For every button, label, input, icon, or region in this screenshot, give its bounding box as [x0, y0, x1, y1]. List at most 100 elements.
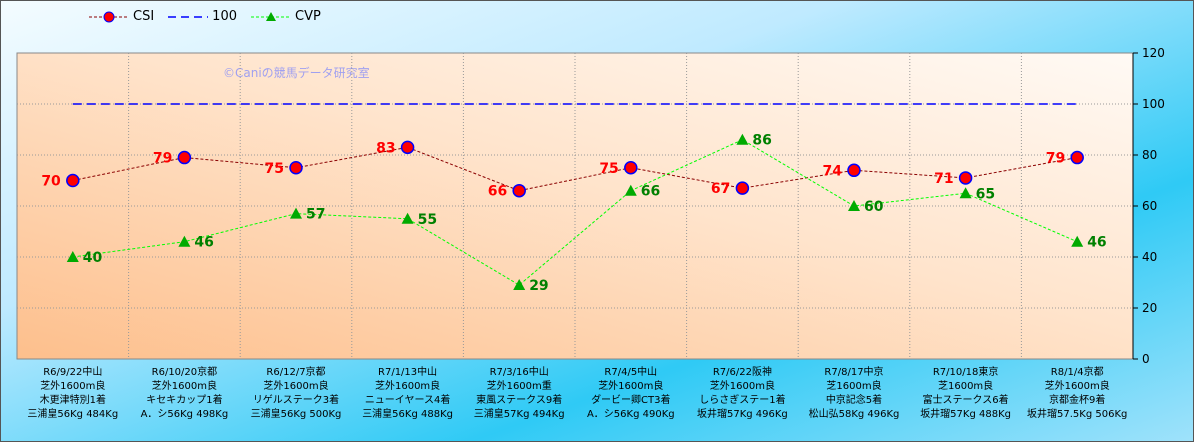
x-tick-label-line: 木更津特別1着 — [39, 395, 106, 406]
legend-label: 100 — [212, 9, 237, 24]
cvp-data-label: 66 — [641, 184, 660, 200]
y-tick-label: 20 — [1142, 301, 1157, 315]
x-tick-label-line: 中京記念5着 — [825, 395, 883, 406]
csi-point — [512, 183, 526, 198]
x-tick-label-line: R7/4/5中山 — [604, 367, 658, 378]
csi-data-label: 75 — [599, 161, 618, 177]
cvp-point — [848, 200, 860, 211]
legend-100: 100 — [168, 9, 237, 24]
csi-data-label: 79 — [153, 151, 172, 167]
x-tick-label-line: 三浦皇56Kg 500Kg — [250, 409, 342, 420]
x-tick-label-line: R7/6/22阪神 — [712, 367, 772, 378]
watermark: ©Caniの競馬データ研究室 — [223, 65, 370, 80]
cvp-point — [290, 207, 302, 219]
x-tick-label: R7/8/17中京 芝1600m良 中京記念5着 松山弘58Kg 496Kg — [798, 366, 910, 422]
x-tick-label-line: R6/12/7京都 — [266, 367, 326, 378]
x-tick-label: R6/9/22中山 芝外1600m良 木更津特別1着三浦皇56Kg 484Kg — [17, 366, 129, 422]
csi-data-label: 70 — [41, 174, 61, 190]
x-tick-label-line: 芝外1600m良 — [598, 381, 664, 392]
x-tick-label-line: 富士ステークス6着 — [922, 395, 1009, 406]
x-tick-label-line: ニューイヤース4着 — [364, 395, 451, 406]
csi-point — [1070, 150, 1084, 165]
cvp-data-label: 46 — [1087, 235, 1106, 251]
x-tick-label-line: A．シ56Kg 490Kg — [586, 409, 675, 420]
legend-csi: CSI — [89, 9, 154, 24]
cvp-point — [401, 212, 414, 224]
csi-data-label: 67 — [711, 181, 730, 197]
x-tick-label: R8/1/4京都 芝外1600m良 京都金杯9着坂井瑠57.5Kg 506Kg — [1021, 366, 1133, 422]
x-tick-label-line: 坂井瑠57Kg 496Kg — [696, 409, 788, 420]
legend-label: CVP — [295, 9, 321, 24]
cvp-data-label: 40 — [83, 250, 103, 266]
cvp-data-label: 29 — [529, 278, 548, 294]
csi-point — [289, 161, 303, 175]
x-tick-label-line: R6/9/22中山 — [43, 367, 103, 378]
cvp-point — [66, 251, 79, 262]
cvp-data-label: 86 — [752, 133, 771, 149]
x-tick-label-line: 三浦皇56Kg 488Kg — [362, 409, 453, 420]
csi-data-label: 83 — [376, 140, 395, 156]
x-tick-label-line: R8/1/4京都 — [1050, 367, 1104, 378]
x-tick-label-line: 芝外1600m良 — [40, 381, 106, 392]
cvp-data-label: 57 — [306, 207, 325, 223]
cvp-point — [1071, 235, 1084, 247]
x-tick-label-line: キセキカップ1着 — [146, 395, 223, 406]
x-tick-label-line: 三浦皇57Kg 494Kg — [473, 409, 565, 420]
x-tick-label-line: 芝外1600m良 — [1044, 381, 1110, 392]
csi-data-label: 66 — [488, 184, 507, 200]
x-tick-label: R6/12/7京都 芝外1600m良 リゲルステーク3着 三浦皇56Kg 500Kg — [240, 366, 352, 422]
csi-point — [624, 161, 638, 175]
x-tick-label-line: R7/8/17中京 — [824, 367, 884, 378]
cvp-point — [178, 235, 191, 247]
x-tick-label-line: 三浦皇56Kg 484Kg — [27, 409, 119, 420]
x-tick-label: R7/3/16中山 芝外1600m重 東風ステークス9着 三浦皇57Kg 494Kg — [463, 366, 575, 422]
legend-cvp: CVP — [251, 9, 321, 24]
x-tick-label-line: 坂井瑠57.5Kg 506Kg — [1027, 409, 1128, 420]
x-tick-label-line: 坂井瑠57Kg 488Kg — [920, 409, 1011, 420]
series-line-csi — [72, 146, 1078, 192]
x-tick-label-line: R7/3/16中山 — [489, 367, 549, 378]
x-tick-label: R6/10/20京都 芝外1600m良 キセキカップ1着 A．シ56Kg 498Kg — [128, 366, 240, 422]
x-tick-label-line: R7/1/13中山 — [378, 367, 438, 378]
cvp-data-label: 46 — [194, 235, 213, 251]
y-tick-label: 120 — [1142, 46, 1165, 60]
series-line-cvp — [72, 139, 1078, 286]
cvp-point — [736, 133, 749, 145]
x-tick-label-line: R6/10/20京都 — [151, 367, 218, 378]
x-tick-label-line: 芝外1600m重 — [486, 381, 552, 392]
x-tick-label-line: 京都金杯9着 — [1049, 395, 1106, 406]
x-tick-label-line: 芝外1600m良 — [263, 381, 329, 392]
y-tick-label: 80 — [1142, 148, 1157, 162]
x-tick-label-line: しらさぎステー1着 — [699, 395, 786, 406]
csi-point — [735, 181, 750, 195]
csi-point — [847, 163, 861, 178]
csi-point — [177, 150, 192, 165]
x-tick-label-line: 芝1600m良 — [937, 381, 994, 392]
x-tick-label-line: リゲルステーク3着 — [252, 395, 340, 406]
cvp-point — [513, 279, 526, 291]
cvp-data-label: 60 — [864, 199, 884, 215]
x-tick-label: R7/6/22阪神 芝外1600m良 しらさぎステー1着 坂井瑠57Kg 496Kg — [686, 366, 798, 422]
csi-data-label: 74 — [823, 163, 843, 179]
x-tick-label-line: ダービー卿CT3着 — [591, 395, 671, 406]
x-tick-label-line: R7/10/18東京 — [932, 367, 999, 378]
x-tick-label-line: 松山弘58Kg 496Kg — [808, 409, 900, 420]
csi-point — [958, 171, 973, 185]
csi-data-label: 75 — [265, 161, 284, 177]
csi-data-label: 71 — [934, 171, 953, 187]
x-tick-label-line: 芝外1600m良 — [374, 381, 441, 392]
x-tick-label: R7/4/5中山 芝外1600m良 ダービー卿CT3着 A．シ56Kg 490Kg — [575, 366, 687, 422]
y-tick-label: 100 — [1142, 97, 1165, 111]
csi-point — [400, 140, 415, 155]
y-tick-label: 0 — [1142, 352, 1150, 366]
y-tick-label: 60 — [1142, 199, 1157, 213]
x-tick-label: R7/10/18東京 芝1600m良富士ステークス6着 坂井瑠57Kg 488Kg — [910, 366, 1022, 422]
x-tick-label-line: A．シ56Kg 498Kg — [140, 409, 229, 420]
cvp-point — [959, 187, 972, 199]
csi-point — [66, 173, 80, 188]
x-tick-label: R7/1/13中山 芝外1600m良 ニューイヤース4着 三浦皇56Kg 488Kg — [352, 366, 464, 422]
legend: CSI 100 CVP — [89, 9, 321, 24]
legend-label: CSI — [133, 9, 155, 24]
